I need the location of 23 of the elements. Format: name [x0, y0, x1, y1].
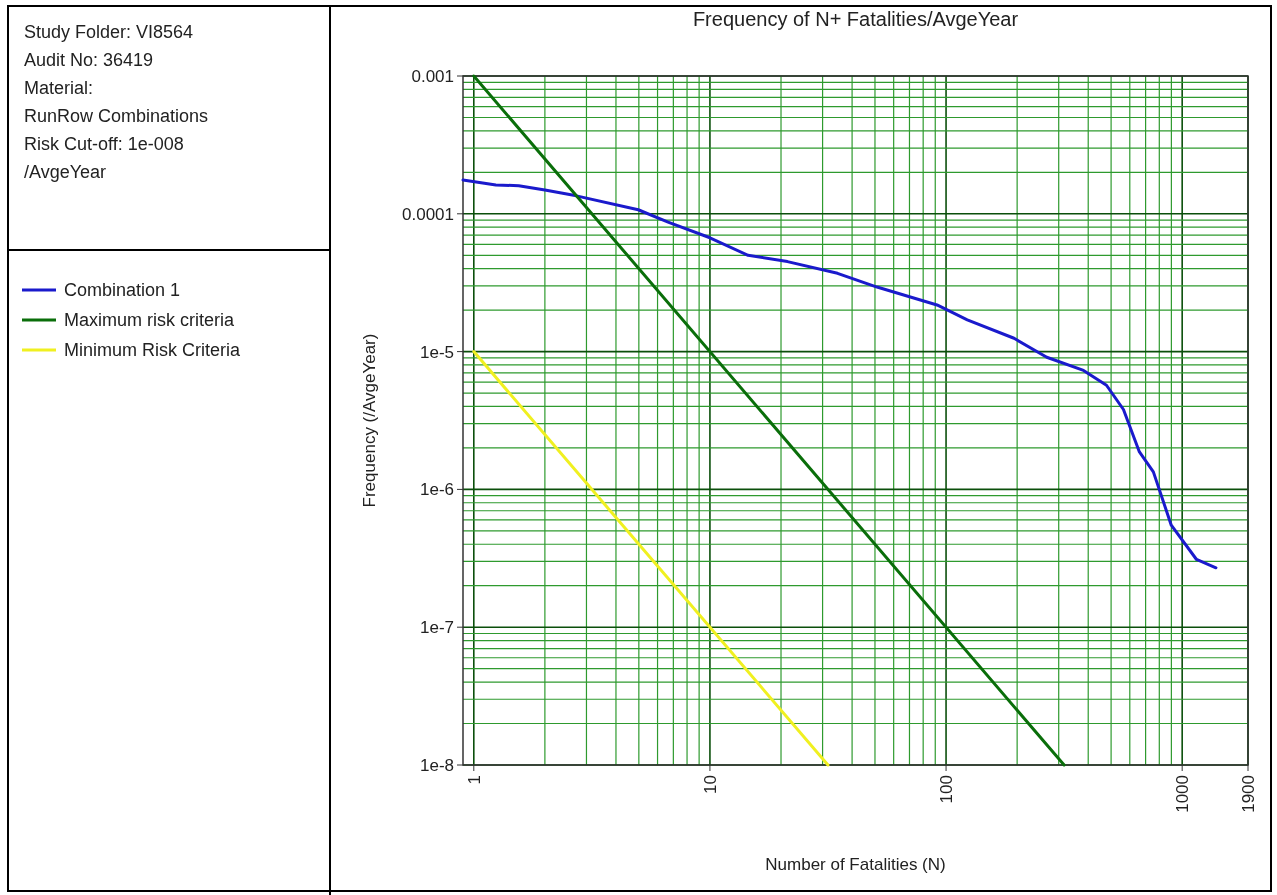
text: Risk Cut-off: 1e-008 [24, 134, 184, 154]
x-tick-label: 1000 [1173, 775, 1193, 813]
legend-label: Combination 1 [64, 280, 181, 300]
y-tick-label: 0.001 [411, 67, 454, 86]
x-tick-label: 1900 [1239, 775, 1258, 813]
x-tick-label: 10 [700, 775, 720, 794]
legend-label: Minimum Risk Criteria [64, 340, 241, 360]
text: Audit No: 36419 [24, 50, 154, 70]
y-tick-label: 1e-6 [419, 480, 454, 500]
legend-label: Maximum risk criteria [64, 310, 235, 330]
y-tick-label: 0.0001 [402, 204, 454, 224]
x-axis-title: Number of Fatalities (N) [765, 855, 946, 874]
y-axis-title: Frequency (/AvgeYear) [360, 333, 379, 508]
y-tick-label: 1e-5 [419, 342, 454, 362]
text: RunRow Combinations [24, 106, 209, 126]
y-tick-label: 1e-8 [419, 756, 454, 775]
text: /AvgeYear [24, 162, 107, 182]
y-tick-label: 1e-7 [419, 618, 454, 638]
text: Study Folder: VI8564 [24, 22, 194, 42]
chart-title: Frequency of N+ Fatalities/AvgeYear [692, 8, 1019, 30]
x-tick-label: 1 [464, 775, 484, 785]
text: Material: [24, 78, 94, 98]
x-tick-label: 100 [937, 775, 957, 804]
